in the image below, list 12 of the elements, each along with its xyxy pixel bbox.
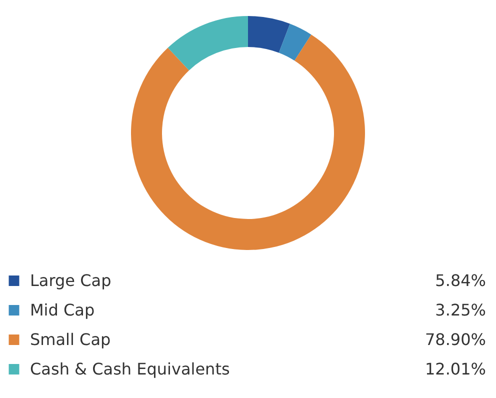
donut-slice: [168, 16, 248, 70]
legend-label: Small Cap: [30, 330, 111, 349]
data-label: 5.84%: [435, 270, 486, 290]
data-label: 78.90%: [424, 330, 486, 349]
legend-label: Mid Cap: [30, 300, 95, 320]
donut-slice: [278, 24, 312, 61]
legend-label: Large Cap: [30, 270, 112, 290]
donut-slice: [131, 34, 365, 250]
data-label: 3.25%: [435, 300, 486, 320]
legend-label: Cash & Cash Equivalents: [30, 359, 230, 378]
donut-slice: [248, 16, 290, 53]
data-label: 12.01%: [424, 359, 486, 378]
